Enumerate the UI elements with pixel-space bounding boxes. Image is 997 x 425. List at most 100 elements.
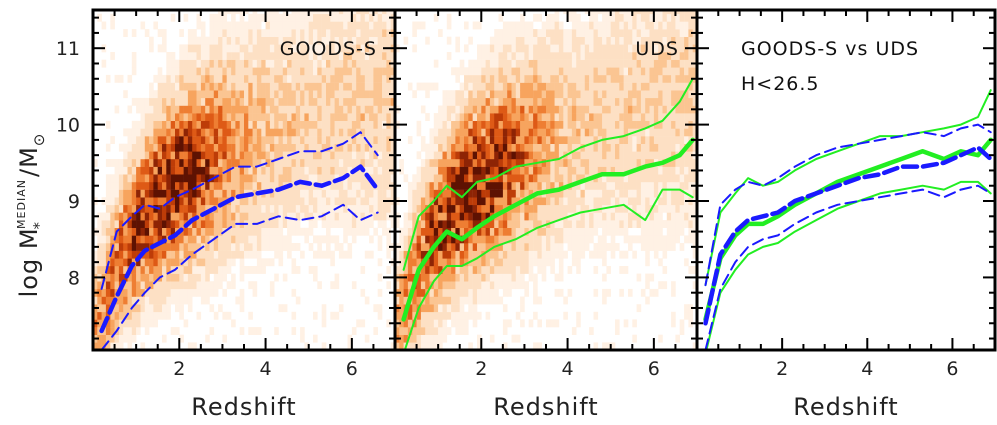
density-cell [658,136,663,144]
density-cell [464,311,469,320]
density-cell [533,151,538,160]
density-cell [433,334,439,343]
density-cell [235,197,240,206]
density-cell [485,243,491,251]
density-cell [131,143,137,152]
density-cell [619,136,624,144]
density-cell [658,105,663,114]
density-cell [666,235,672,244]
density-cell [239,174,245,183]
density-cell [213,97,219,106]
x-tick-label: 2 [173,358,185,380]
density-cell [511,90,517,99]
density-cell [373,52,378,60]
density-cell [386,250,391,259]
density-cell [666,90,672,99]
density-cell [554,113,560,121]
density-cell [343,90,348,99]
density-cell [175,151,180,160]
density-cell [438,334,443,343]
density-cell [507,74,512,83]
density-cell [662,67,668,76]
density-cell [127,212,133,221]
density-cell [520,74,525,83]
density-cell [662,105,668,114]
density-cell [653,128,659,137]
density-cell [118,235,124,244]
density-cell [653,143,659,152]
density-cell [157,128,163,137]
density-cell [136,128,141,137]
density-cell [218,189,223,198]
density-cell [623,151,629,160]
density-cell [610,97,616,106]
density-cell [489,52,495,60]
density-cell [209,105,215,114]
density-cell [502,327,508,335]
density-cell [489,74,495,83]
density-cell [520,105,525,114]
density-cell [205,113,210,121]
density-cell [118,227,124,236]
density-cell [645,97,650,106]
density-cell [205,67,210,76]
density-cell [386,10,391,15]
density-cell [356,181,361,190]
density-cell [546,128,551,137]
density-cell [196,120,202,129]
density-cell [390,97,395,106]
density-cell [386,36,391,45]
density-cell [511,273,517,282]
density-cell [101,266,107,274]
density-cell [196,197,202,206]
density-cell [326,67,331,76]
density-cell [558,113,564,121]
density-cell [101,220,107,228]
density-cell [127,220,133,228]
density-cell [580,97,586,106]
density-cell [684,10,689,15]
density-cell [308,174,314,183]
density-cell [416,174,422,183]
density-cell [330,128,335,137]
density-cell [105,273,111,282]
series-line-uds-solid [403,188,694,350]
density-cell [218,128,223,137]
density-cell [118,159,124,167]
density-cell [118,288,124,297]
density-cell [671,44,676,53]
density-cell [468,288,473,297]
density-cell [187,189,193,198]
density-cell [688,181,693,190]
density-cell [364,227,370,236]
density-cell [645,113,650,121]
density-cell [356,143,361,152]
density-cell [347,13,353,22]
density-cell [571,227,577,236]
density-cell [226,67,232,76]
density-cell [640,197,646,206]
density-cell [489,59,495,68]
density-cell [338,143,344,152]
density-cell [580,90,586,99]
density-cell [597,166,603,175]
density-cell [278,243,284,251]
density-cell [239,212,245,221]
density-cell [244,36,249,45]
density-cell [153,296,158,305]
density-cell [235,212,240,221]
density-cell [494,258,499,267]
density-cell [351,44,357,53]
density-cell [675,67,680,76]
density-cell [153,128,158,137]
density-cell [338,159,344,167]
density-cell [369,120,374,129]
density-cell [399,327,404,335]
density-cell [459,250,465,259]
density-cell [420,266,426,274]
density-cell [636,29,642,37]
density-cell [248,29,253,37]
density-cell [114,311,120,320]
density-cell [274,97,279,106]
density-cell [196,266,202,274]
